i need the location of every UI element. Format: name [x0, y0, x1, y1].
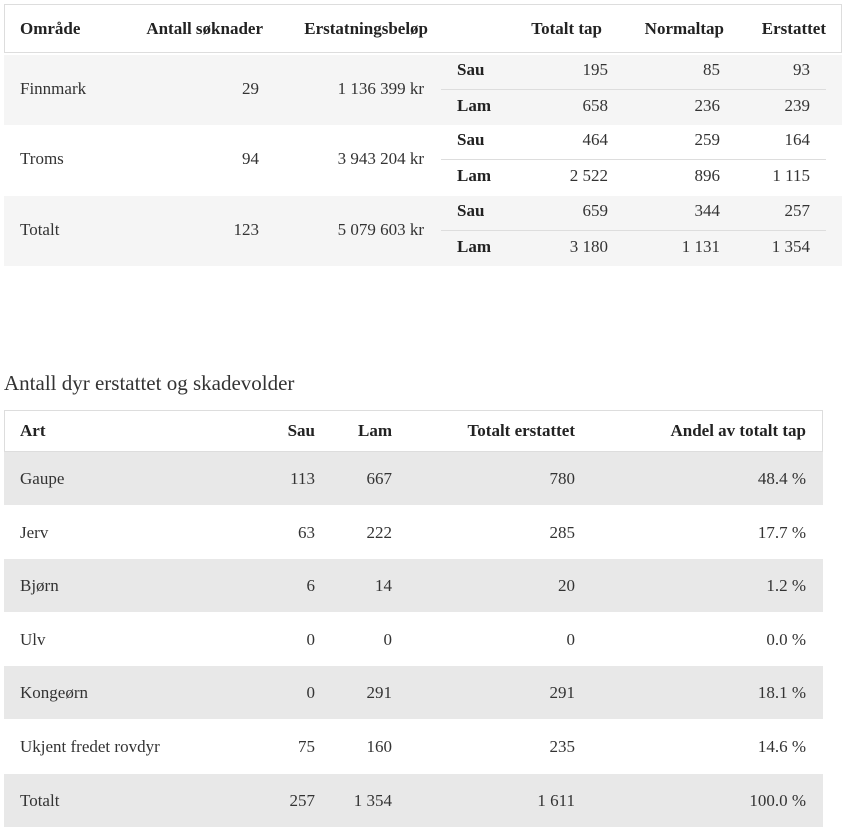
- header-row: [4, 410, 823, 452]
- value-cell: 14: [375, 576, 392, 596]
- value-cell: 259: [694, 130, 721, 149]
- animal-label: Sau: [457, 130, 485, 149]
- value-cell: 235: [549, 737, 576, 756]
- species-cell: Bjørn: [20, 576, 59, 596]
- value-cell: 14.6 %: [757, 737, 806, 756]
- value-cell: 464: [582, 130, 609, 149]
- value-cell: 0: [566, 629, 576, 649]
- value-cell: 222: [366, 522, 393, 542]
- value-cell: 257: [784, 201, 811, 220]
- value-cell: 344: [694, 201, 721, 220]
- species-cell: Gaupe: [20, 469, 65, 488]
- column-header: Sau: [287, 421, 315, 440]
- value-cell: 291: [366, 683, 393, 703]
- value-cell: 93: [793, 60, 810, 79]
- value-cell: 257: [289, 790, 316, 810]
- row-background: [4, 559, 823, 613]
- column-header: Lam: [358, 421, 392, 440]
- row-background: [4, 452, 823, 505]
- value-cell: 113: [290, 469, 315, 488]
- amount-cell: 1 136 399 kr: [337, 79, 424, 98]
- row-background: [4, 55, 842, 125]
- column-header: Andel av totalt tap: [670, 421, 806, 440]
- column-header: Art: [20, 421, 46, 440]
- header-row: [4, 4, 842, 53]
- value-cell: 2 522: [569, 166, 608, 185]
- table-title: Antall dyr erstattet og skadevolder: [4, 371, 295, 395]
- value-cell: 1 611: [537, 790, 575, 810]
- applications-cell: 123: [233, 220, 260, 239]
- column-header: Totalt tap: [531, 19, 602, 38]
- value-cell: 160: [366, 737, 393, 756]
- species-cell: Ulv: [20, 629, 46, 649]
- row-separator: [441, 89, 826, 90]
- value-cell: 1 354: [353, 790, 392, 810]
- value-cell: 85: [703, 60, 720, 79]
- column-header: Erstattet: [761, 19, 826, 38]
- applications-cell: 29: [242, 79, 259, 98]
- value-cell: 896: [694, 166, 721, 185]
- value-cell: 658: [582, 96, 609, 115]
- value-cell: 0: [306, 683, 316, 703]
- value-cell: 20: [558, 576, 575, 596]
- value-cell: 236: [694, 96, 721, 115]
- value-cell: 659: [582, 201, 609, 220]
- animal-label: Lam: [457, 96, 491, 115]
- column-header: Antall søknader: [146, 19, 263, 38]
- applications-cell: 94: [242, 149, 259, 168]
- value-cell: 63: [298, 522, 315, 542]
- animal-label: Lam: [457, 237, 491, 256]
- row-separator: [441, 230, 826, 231]
- value-cell: 1.2 %: [766, 576, 806, 596]
- value-cell: 667: [366, 469, 393, 488]
- value-cell: 1 115: [772, 166, 810, 185]
- species-cell: Totalt: [20, 790, 60, 810]
- value-cell: 0: [306, 629, 316, 649]
- row-background: [4, 773, 823, 827]
- animal-label: Sau: [457, 60, 485, 79]
- area-cell: Totalt: [20, 220, 60, 239]
- amount-cell: 3 943 204 kr: [337, 149, 424, 168]
- value-cell: 195: [582, 60, 609, 79]
- value-cell: 6: [306, 576, 316, 596]
- amount-cell: 5 079 603 kr: [337, 220, 424, 239]
- column-header: Område: [20, 19, 81, 38]
- animal-label: Lam: [457, 166, 491, 185]
- species-cell: Kongeørn: [20, 683, 88, 703]
- value-cell: 3 180: [569, 237, 608, 256]
- column-header: Normaltap: [644, 19, 724, 38]
- value-cell: 780: [549, 469, 576, 488]
- species-cell: Jerv: [20, 522, 49, 542]
- value-cell: 0.0 %: [766, 629, 806, 649]
- row-separator: [441, 159, 826, 160]
- value-cell: 75: [298, 737, 315, 756]
- species-cell: Ukjent fredet rovdyr: [20, 737, 160, 756]
- value-cell: 285: [549, 522, 576, 542]
- value-cell: 291: [549, 683, 576, 703]
- row-background: [4, 666, 823, 720]
- column-header: Totalt erstattet: [467, 421, 575, 440]
- area-cell: Finnmark: [20, 79, 87, 98]
- value-cell: 100.0 %: [749, 790, 806, 810]
- column-header: Erstatningsbeløp: [304, 19, 428, 38]
- value-cell: 164: [784, 130, 811, 149]
- area-cell: Troms: [20, 149, 64, 168]
- row-background: [4, 196, 842, 266]
- value-cell: 18.1 %: [757, 683, 806, 703]
- value-cell: 48.4 %: [757, 469, 806, 488]
- value-cell: 1 354: [771, 237, 810, 256]
- value-cell: 0: [383, 629, 393, 649]
- animal-label: Sau: [457, 201, 485, 220]
- value-cell: 1 131: [681, 237, 720, 256]
- value-cell: 239: [784, 96, 811, 115]
- value-cell: 17.7 %: [757, 522, 806, 542]
